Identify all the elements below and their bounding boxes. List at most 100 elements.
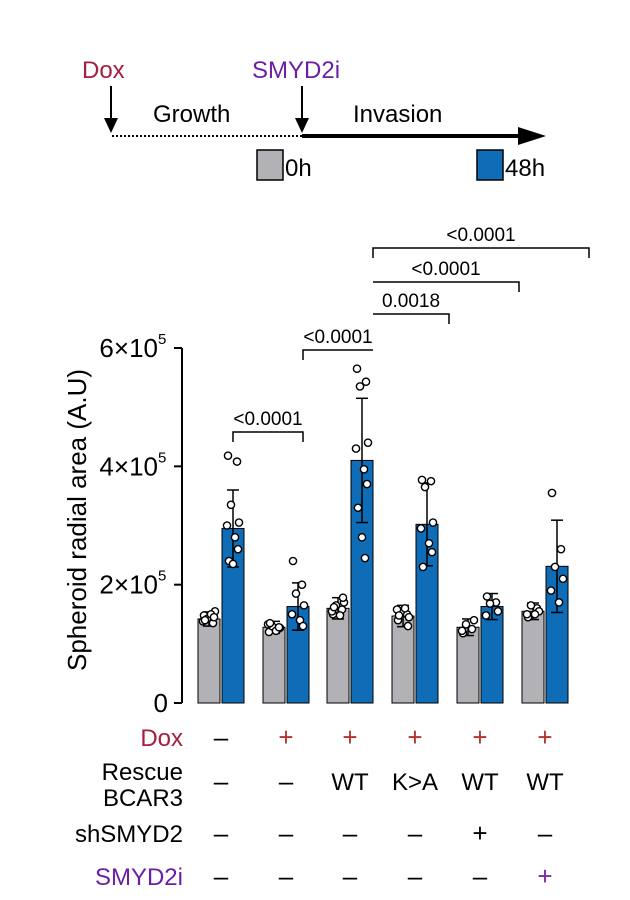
p-value-label: <0.0001 <box>411 259 480 280</box>
condition-value: – <box>473 861 488 891</box>
data-point-48h <box>360 553 370 563</box>
bar-0h <box>197 618 221 704</box>
smyd2i-timeline-label: SMYD2i <box>252 57 340 84</box>
condition-value: WT <box>461 769 499 796</box>
condition-value: – <box>343 818 358 848</box>
condition-value: + <box>537 861 552 891</box>
condition-label: Dox <box>140 725 183 752</box>
legend-0h-label: 0h <box>285 155 312 182</box>
condition-label-line2: BCAR3 <box>103 785 183 812</box>
data-point-48h <box>363 438 373 447</box>
data-point-48h <box>232 457 242 466</box>
condition-label: Rescue <box>102 759 183 786</box>
data-point-0h <box>404 612 414 622</box>
data-point-0h <box>329 602 339 612</box>
data-point-48h <box>355 382 365 391</box>
data-point-0h <box>265 618 275 628</box>
legend-0h-swatch <box>256 149 284 181</box>
y-tick-label: 4×10 <box>99 451 158 481</box>
condition-value: + <box>472 722 487 752</box>
condition-label: shSMYD2 <box>75 821 183 848</box>
data-point-48h <box>222 521 232 530</box>
data-point-48h <box>298 621 308 631</box>
legend-48h-swatch <box>476 149 504 181</box>
dox-timeline-label: Dox <box>82 57 125 84</box>
data-point-48h <box>352 364 362 374</box>
condition-value: WT <box>526 769 564 796</box>
data-point-0h <box>403 621 413 631</box>
data-point-48h <box>485 599 495 608</box>
data-point-48h <box>424 538 434 548</box>
data-point-48h <box>418 562 428 572</box>
data-point-48h <box>359 464 369 474</box>
data-point-0h <box>394 611 404 620</box>
dox-arrowhead <box>104 118 118 133</box>
y-axis-title: Spheroid radial area (A.U) <box>62 369 92 671</box>
condition-value: – <box>279 861 294 891</box>
significance-bracket <box>232 431 304 442</box>
significance-bracket <box>373 313 450 324</box>
bar-0h <box>456 626 480 704</box>
data-point-48h <box>357 533 367 542</box>
condition-value: – <box>214 818 229 848</box>
data-point-0h <box>200 615 210 625</box>
y-tick-label: 0 <box>154 688 168 718</box>
data-point-48h <box>233 544 243 554</box>
growth-label: Growth <box>153 101 230 128</box>
data-point-48h <box>226 500 236 510</box>
bar-48h <box>480 606 504 704</box>
invasion-label: Invasion <box>353 101 442 128</box>
y-tick-exponent: 5 <box>158 331 166 348</box>
condition-value: – <box>279 766 294 796</box>
significance-bracket <box>372 247 590 258</box>
condition-value: + <box>472 818 487 848</box>
data-point-0h <box>461 620 471 629</box>
data-point-48h <box>428 518 438 527</box>
data-point-0h <box>522 609 532 619</box>
condition-value: + <box>342 722 357 752</box>
data-point-48h <box>361 377 371 387</box>
invasion-arrowhead <box>518 127 546 145</box>
data-point-0h <box>530 609 540 619</box>
p-value-label: <0.0001 <box>446 225 515 246</box>
data-point-48h <box>547 488 557 498</box>
data-point-48h <box>234 518 244 527</box>
data-point-48h <box>297 580 307 589</box>
significance-bracket <box>302 349 373 360</box>
condition-value: – <box>279 818 294 848</box>
data-point-0h <box>457 626 467 636</box>
condition-value: – <box>214 861 229 891</box>
data-point-48h <box>420 482 430 492</box>
data-point-0h <box>526 601 536 610</box>
data-point-48h <box>546 586 556 595</box>
condition-value: – <box>538 818 553 848</box>
p-value-label: <0.0001 <box>303 327 372 348</box>
data-point-48h <box>416 524 426 533</box>
condition-value: – <box>214 766 229 796</box>
bar-0h <box>326 607 350 704</box>
y-tick-exponent: 5 <box>158 568 166 585</box>
data-point-48h <box>223 451 233 460</box>
data-point-0h <box>338 593 348 602</box>
y-tick-exponent: 5 <box>158 449 166 466</box>
data-point-48h <box>351 444 361 453</box>
condition-label: SMYD2i <box>95 864 183 891</box>
data-point-48h <box>291 589 301 598</box>
data-point-0h <box>335 611 345 620</box>
condition-value: + <box>278 722 293 752</box>
p-value-label: 0.0018 <box>382 291 440 312</box>
bar-0h <box>521 610 545 704</box>
data-point-0h <box>400 604 410 613</box>
y-tick-label: 6×10 <box>99 333 158 363</box>
legend-48h-label: 48h <box>505 155 545 182</box>
smyd2i-arrowhead <box>295 118 309 133</box>
condition-value: WT <box>331 769 369 796</box>
condition-value: K>A <box>392 769 438 796</box>
bar-chart: 02×10 54×10 56×10 5<0.0001<0.00010.0018<0.0… <box>99 225 590 718</box>
data-point-0h <box>209 612 219 622</box>
condition-value: – <box>343 861 358 891</box>
data-point-48h <box>353 503 363 513</box>
data-point-48h <box>230 533 240 542</box>
y-tick-label: 2×10 <box>99 570 158 600</box>
data-point-48h <box>362 479 372 489</box>
